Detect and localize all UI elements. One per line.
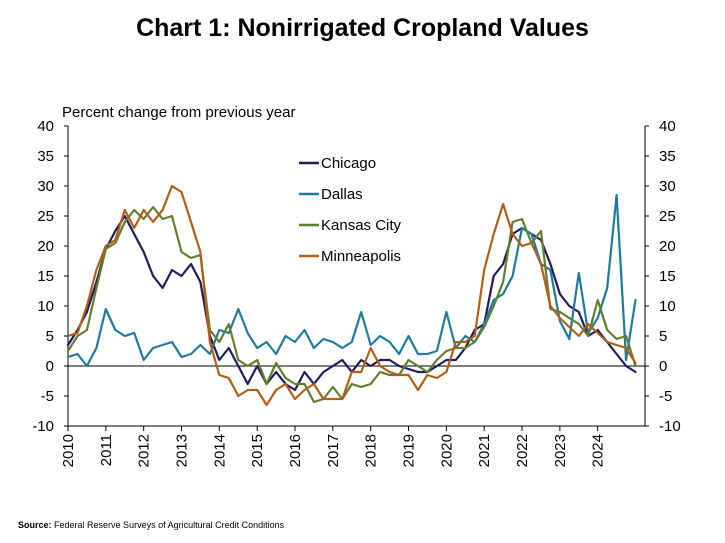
y-tick-label: 20 xyxy=(37,238,54,255)
series-line-minneapolis xyxy=(66,184,637,407)
y-tick-label-right: -5 xyxy=(659,388,672,405)
y-tick-label-right: 10 xyxy=(659,298,676,315)
source-text: Federal Reserve Surveys of Agricultural … xyxy=(54,520,285,530)
x-tick-label: 2012 xyxy=(136,434,153,467)
left-y-axis: -10 -5 0 5 10 15 20 25 30 35 40 xyxy=(32,118,68,435)
series-line-kansas-city xyxy=(66,205,637,404)
y-tick-label: 0 xyxy=(46,358,54,375)
x-axis: 2010 2011 2012 2013 2014 2015 2016 2017 2018 2019… xyxy=(60,426,607,467)
x-tick-label: 2020 xyxy=(438,434,455,467)
legend-label-chicago: Chicago xyxy=(321,155,376,172)
x-tick-label: 2018 xyxy=(363,434,380,467)
y-tick-label: 10 xyxy=(37,298,54,315)
y-tick-label-right: 20 xyxy=(659,238,676,255)
chart-title: Chart 1: Nonirrigated Cropland Values xyxy=(136,14,589,42)
legend-label-minneapolis: Minneapolis xyxy=(321,248,401,265)
y-tick-label-right: 40 xyxy=(659,118,676,135)
x-tick-label: 2024 xyxy=(590,434,607,467)
y-tick-label-right: -10 xyxy=(659,418,681,435)
y-axis-title: Percent change from previous year xyxy=(62,104,295,121)
y-tick-label-right: 0 xyxy=(659,358,667,375)
x-tick-label: 2023 xyxy=(552,434,569,467)
y-tick-label: 35 xyxy=(37,148,54,165)
y-tick-label: 15 xyxy=(37,268,54,285)
y-tick-label-right: 25 xyxy=(659,208,676,225)
x-tick-label: 2021 xyxy=(476,434,493,467)
x-tick-label: 2019 xyxy=(401,434,418,467)
y-tick-label: -5 xyxy=(41,388,54,405)
y-tick-label: 5 xyxy=(46,328,54,345)
legend-label-dallas: Dallas xyxy=(321,186,363,203)
y-tick-label-right: 35 xyxy=(659,148,676,165)
x-tick-label: 2011 xyxy=(98,434,115,466)
y-tick-label-right: 30 xyxy=(659,178,676,195)
y-tick-label-right: 5 xyxy=(659,328,667,345)
y-tick-label-right: 15 xyxy=(659,268,676,285)
x-tick-label: 2014 xyxy=(211,434,228,467)
source-note: Source: Federal Reserve Surveys of Agric… xyxy=(18,520,284,530)
x-tick-label: 2015 xyxy=(249,434,266,467)
y-tick-label: 30 xyxy=(37,178,54,195)
series-lines xyxy=(66,184,637,407)
legend-label-kansas-city: Kansas City xyxy=(321,217,402,234)
x-tick-label: 2022 xyxy=(514,434,531,467)
y-tick-label: 25 xyxy=(37,208,54,225)
x-tick-label: 2010 xyxy=(60,434,77,467)
y-tick-label: -10 xyxy=(32,418,54,435)
x-tick-label: 2016 xyxy=(287,434,304,467)
y-tick-label: 40 xyxy=(37,118,54,135)
legend: Chicago Dallas Kansas City Minneapolis xyxy=(299,155,402,265)
right-y-axis: -10 -5 0 5 10 15 20 25 30 35 40 xyxy=(645,118,681,435)
x-tick-label: 2013 xyxy=(174,434,191,467)
x-tick-label: 2017 xyxy=(325,434,342,467)
source-label: Source: xyxy=(18,520,52,530)
